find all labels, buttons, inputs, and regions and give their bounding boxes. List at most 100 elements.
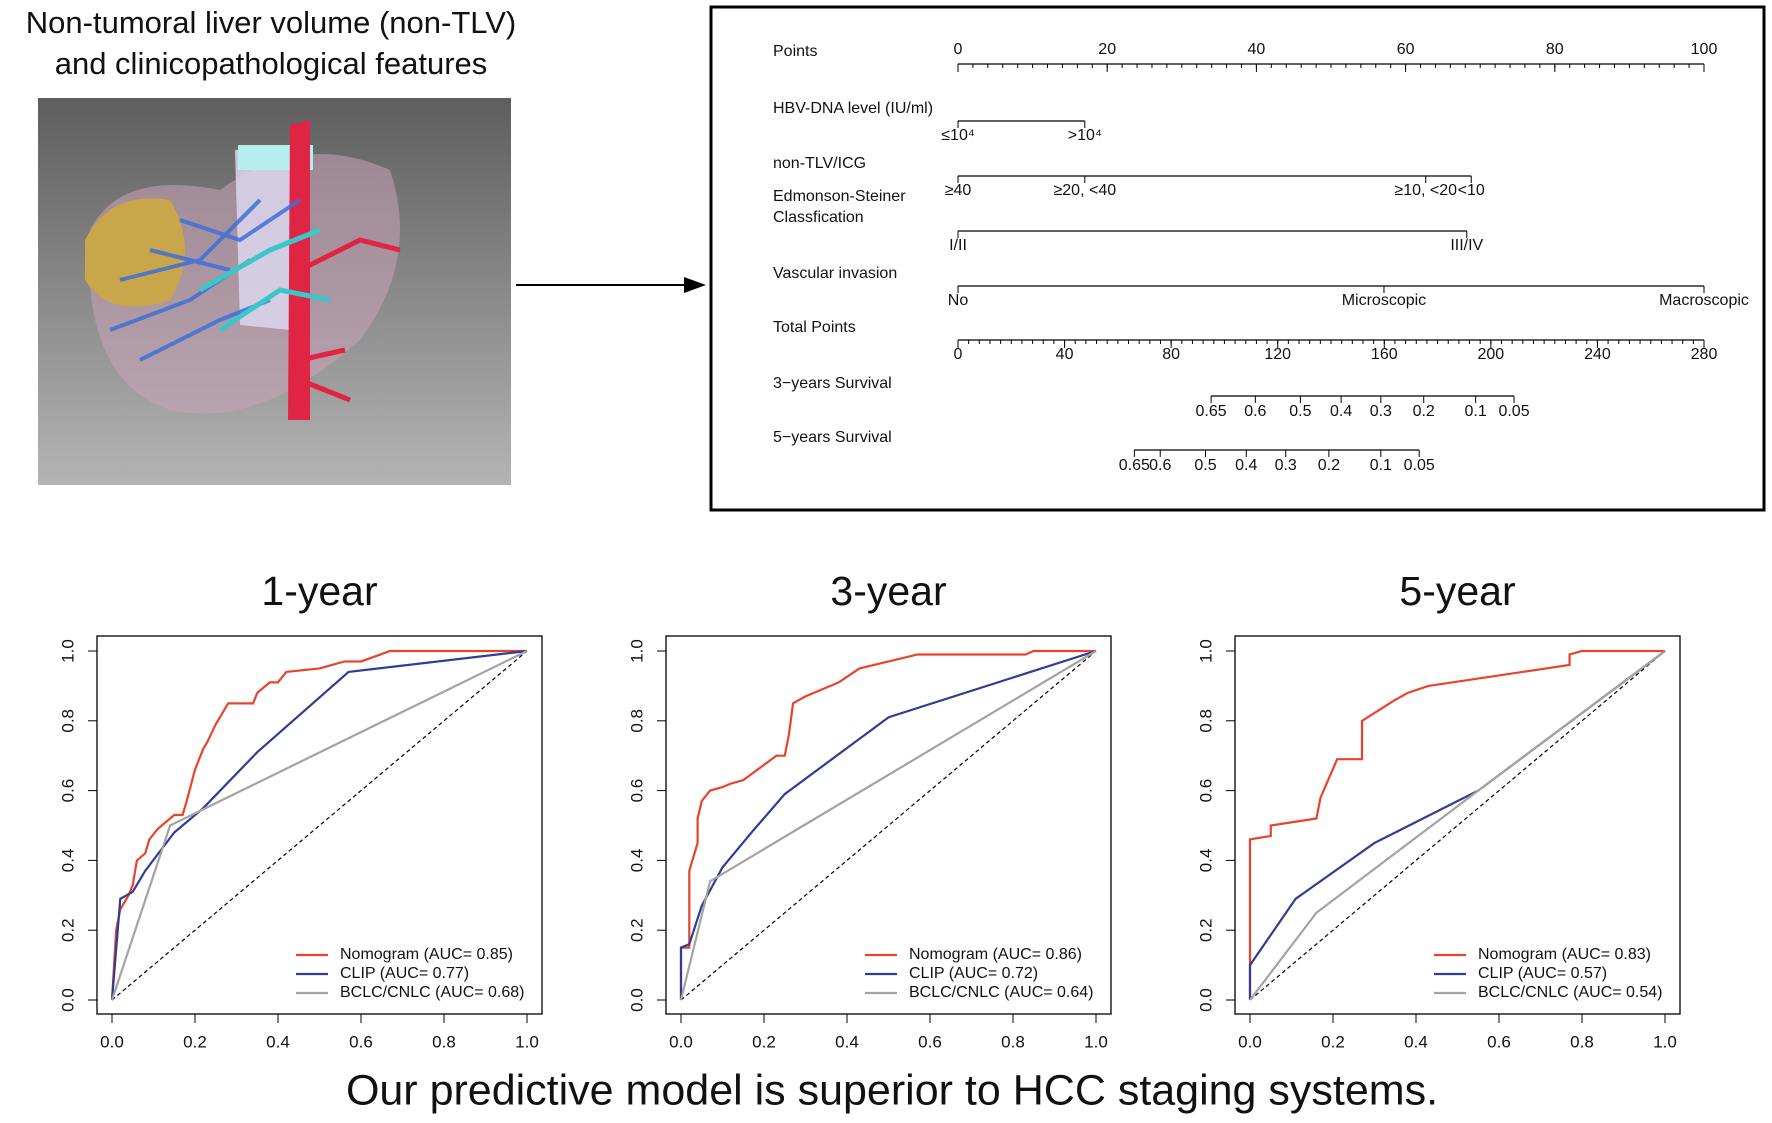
chart-title: 1-year	[261, 568, 377, 614]
x-tick-label: 0.2	[1321, 1032, 1345, 1051]
level-label: III/IV	[1450, 237, 1483, 254]
y-tick-label: 1.0	[1196, 639, 1215, 663]
chart-title: 3-year	[830, 568, 946, 614]
x-tick-label: 0.0	[669, 1032, 693, 1051]
x-tick-label: 1.0	[1084, 1032, 1108, 1051]
y-tick-label: 0.8	[58, 709, 77, 733]
tick-label: 40	[1056, 346, 1074, 363]
row-label: non-TLV/ICG	[773, 155, 866, 172]
y-tick-label: 0.2	[627, 918, 646, 942]
x-tick-label: 0.8	[432, 1032, 456, 1051]
level-label: Macroscopic	[1659, 292, 1749, 309]
level-label: >10⁴	[1068, 127, 1102, 144]
x-tick-label: 0.2	[183, 1032, 207, 1051]
prob-label: 0.4	[1235, 457, 1257, 474]
x-tick-label: 0.6	[918, 1032, 942, 1051]
y-tick-label: 0.8	[1196, 709, 1215, 733]
x-tick-label: 0.6	[349, 1032, 373, 1051]
level-label: ≥20, <40	[1054, 182, 1117, 199]
prob-label: 0.6	[1149, 457, 1171, 474]
nomogram-frame	[709, 5, 1766, 512]
x-tick-label: 1.0	[515, 1032, 539, 1051]
y-tick-label: 0.0	[58, 988, 77, 1012]
level-label: ≤10⁴	[941, 127, 975, 144]
y-tick-label: 0.6	[627, 779, 646, 803]
tick-label: 160	[1371, 346, 1398, 363]
tick-label: 280	[1691, 346, 1718, 363]
prob-label: 0.4	[1330, 403, 1352, 420]
level-label: I/II	[949, 237, 967, 254]
roc-curve	[679, 649, 1096, 1000]
x-tick-label: 0.2	[752, 1032, 776, 1051]
prob-label: 0.1	[1370, 457, 1392, 474]
prob-label: 0.65	[1196, 403, 1227, 420]
level-label: Microscopic	[1342, 292, 1426, 309]
chart-title: 5-year	[1399, 568, 1515, 614]
header-title: and clinicopathological features	[55, 46, 488, 81]
prob-label: 0.05	[1404, 457, 1435, 474]
legend-label: Nomogram (AUC= 0.86)	[909, 946, 1082, 963]
x-tick-label: 0.0	[1238, 1032, 1262, 1051]
legend-label: BCLC/CNLC (AUC= 0.68)	[340, 984, 525, 1001]
level-label: ≥40	[945, 182, 972, 199]
prob-label: 0.65	[1119, 457, 1150, 474]
prob-label: 0.6	[1244, 403, 1266, 420]
roc-curve	[110, 649, 527, 1001]
prob-label: 0.05	[1498, 403, 1529, 420]
y-tick-label: 0.4	[627, 849, 646, 873]
legend-label: Nomogram (AUC= 0.85)	[340, 946, 513, 963]
roc-curve	[1249, 650, 1666, 1001]
y-tick-label: 0.4	[1196, 849, 1215, 873]
row-label: Classfication	[773, 209, 864, 226]
tick-label: 80	[1546, 41, 1564, 58]
tick-label: 240	[1584, 346, 1611, 363]
legend-label: CLIP (AUC= 0.72)	[909, 965, 1038, 982]
footer-text: Our predictive model is superior to HCC …	[346, 1066, 1438, 1114]
x-tick-label: 1.0	[1653, 1032, 1677, 1051]
x-tick-label: 0.4	[835, 1032, 859, 1051]
arrow	[516, 277, 706, 293]
header-title: Non-tumoral liver volume (non-TLV)	[26, 5, 516, 40]
tick-label: 0	[954, 346, 963, 363]
row-label: Total Points	[773, 319, 856, 336]
legend-label: CLIP (AUC= 0.77)	[340, 965, 469, 982]
plot-frame	[1234, 635, 1681, 1015]
y-tick-label: 0.0	[627, 988, 646, 1012]
level-label: No	[948, 292, 969, 309]
y-tick-label: 0.2	[58, 918, 77, 942]
reference-diagonal	[1249, 650, 1666, 1001]
tick-label: 40	[1248, 41, 1266, 58]
row-label: Edmonson-Steiner	[773, 188, 906, 205]
y-tick-label: 1.0	[627, 639, 646, 663]
row-label: HBV-DNA level (IU/ml)	[773, 100, 933, 117]
y-tick-label: 1.0	[58, 639, 77, 663]
tick-label: 20	[1098, 41, 1116, 58]
x-tick-label: 0.4	[1404, 1032, 1428, 1051]
tick-label: 0	[954, 41, 963, 58]
x-tick-label: 0.8	[1570, 1032, 1594, 1051]
roc-curve	[679, 650, 1097, 1001]
liver-illustration	[38, 98, 511, 485]
tick-label: 60	[1397, 41, 1415, 58]
legend-label: CLIP (AUC= 0.57)	[1478, 965, 1607, 982]
level-label: ≥10, <20	[1394, 182, 1457, 199]
y-tick-label: 0.6	[58, 779, 77, 803]
plot-frame	[96, 635, 543, 1015]
prob-label: 0.5	[1289, 403, 1311, 420]
reference-diagonal	[680, 650, 1097, 1001]
row-label: 5−years Survival	[773, 429, 892, 446]
roc-curve	[110, 650, 528, 1001]
y-tick-label: 0.8	[627, 709, 646, 733]
tick-label: 100	[1691, 41, 1718, 58]
roc-curve	[679, 649, 1097, 1000]
x-tick-label: 0.6	[1487, 1032, 1511, 1051]
roc-curve	[110, 649, 528, 1001]
y-tick-label: 0.0	[1196, 988, 1215, 1012]
y-tick-label: 0.2	[1196, 918, 1215, 942]
level-label: <10	[1458, 182, 1485, 199]
row-label: Points	[773, 43, 817, 60]
nomogram: Points 0 20 40 60 80 100 HBV-DNA level (IU/ml) ≤…	[773, 41, 1749, 474]
plot-frame	[665, 635, 1112, 1015]
prob-label: 0.1	[1465, 403, 1487, 420]
